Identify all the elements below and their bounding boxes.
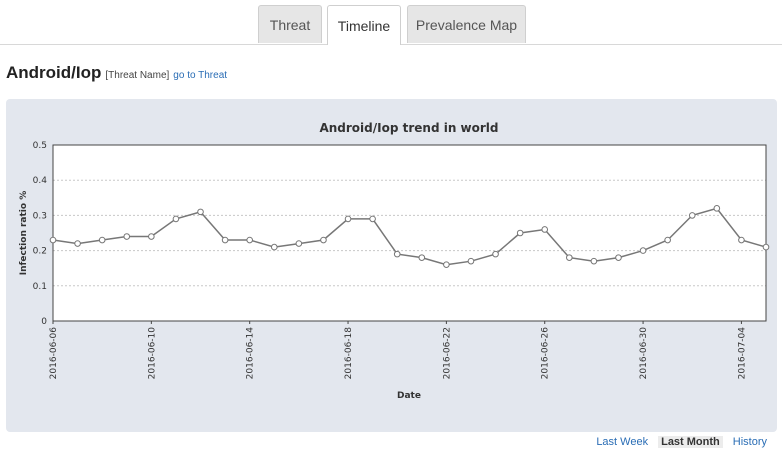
last-month-link[interactable]: Last Month xyxy=(658,436,723,448)
tab-prevalence-map[interactable]: Prevalence Map xyxy=(407,5,526,43)
data-point xyxy=(49,236,57,244)
x-tick-label: 2016-06-10 xyxy=(147,327,157,380)
trend-chart: 0 0.1 0.2 0.3 0.4 0.5 2016-06-06 2016-06-10 2016… xyxy=(19,121,770,401)
data-point xyxy=(590,257,598,265)
tab-threat[interactable]: Threat xyxy=(258,5,322,43)
x-tick-label: 2016-06-22 xyxy=(442,327,452,379)
tab-timeline[interactable]: Timeline xyxy=(327,5,401,45)
tab-bar: Threat Timeline Prevalence Map xyxy=(0,0,782,45)
last-week-link[interactable]: Last Week xyxy=(596,436,649,448)
history-link[interactable]: History xyxy=(732,436,767,448)
go-to-threat-link[interactable]: go to Threat xyxy=(173,70,228,81)
x-axis-label: Date xyxy=(397,391,421,401)
data-point xyxy=(664,236,671,244)
data-point xyxy=(467,257,475,265)
x-tick-label: 2016-06-14 xyxy=(246,327,256,380)
data-point xyxy=(369,215,376,223)
data-point xyxy=(246,236,253,244)
data-point xyxy=(74,240,81,247)
data-point xyxy=(123,233,131,240)
data-point xyxy=(443,261,450,268)
chart-panel: 0 0.1 0.2 0.3 0.4 0.5 2016-06-06 2016-06-10 2016… xyxy=(6,99,777,432)
x-tick-label: 2016-06-06 xyxy=(49,327,59,380)
data-point xyxy=(270,243,278,251)
plot-border xyxy=(52,144,767,322)
threat-name-tag: [Threat Name] xyxy=(105,70,170,81)
data-point xyxy=(393,250,401,258)
plot-area xyxy=(53,145,766,321)
data-point xyxy=(492,250,499,258)
data-point xyxy=(713,205,721,212)
data-point xyxy=(98,236,106,244)
data-point xyxy=(148,233,155,240)
data-point xyxy=(221,236,229,244)
x-tick-label: 2016-07-04 xyxy=(737,327,747,380)
data-point xyxy=(566,254,573,261)
y-tick-label: 0 xyxy=(41,317,47,327)
data-point xyxy=(541,226,549,233)
data-point xyxy=(172,215,180,223)
data-point xyxy=(418,254,426,261)
data-point xyxy=(738,236,745,244)
threat-header: Android/Iop [Threat Name] go to Threat xyxy=(6,63,227,83)
data-point xyxy=(639,247,647,254)
series-line xyxy=(52,207,767,266)
data-point xyxy=(615,254,622,261)
y-tick-label: 0.4 xyxy=(33,176,48,186)
x-tick-label: 2016-06-30 xyxy=(639,327,649,380)
y-axis-label: Infection ratio % xyxy=(19,191,29,275)
y-tick-label: 0.5 xyxy=(33,141,47,151)
data-point xyxy=(516,229,524,237)
range-selector: Last Week Last Month History xyxy=(596,436,767,448)
data-point xyxy=(320,236,327,244)
y-tick-label: 0.1 xyxy=(33,282,47,292)
data-point xyxy=(762,243,770,251)
page-title: Android/Iop xyxy=(6,63,102,82)
y-tick-label: 0.3 xyxy=(33,211,47,221)
x-tick-label: 2016-06-26 xyxy=(541,327,551,380)
y-tick-label: 0.2 xyxy=(33,247,47,257)
chart-title: Android/Iop trend in world xyxy=(319,121,498,135)
data-point xyxy=(197,208,204,216)
data-point xyxy=(688,212,696,219)
data-point xyxy=(344,215,352,223)
data-point xyxy=(295,240,303,247)
x-tick-label: 2016-06-18 xyxy=(344,327,354,380)
